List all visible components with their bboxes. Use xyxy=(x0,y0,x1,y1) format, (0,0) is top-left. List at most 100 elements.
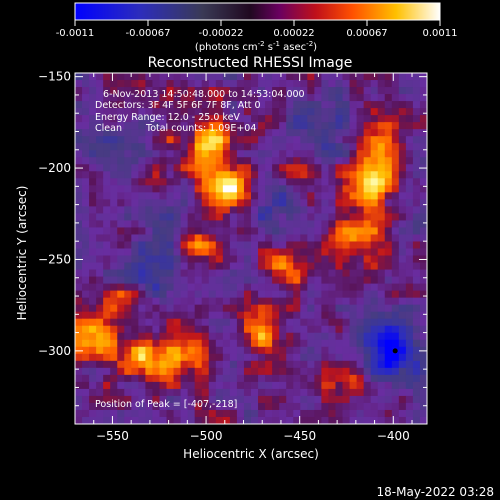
heatmap-cell xyxy=(321,234,329,242)
heatmap-cell xyxy=(159,402,167,411)
heatmap-cell xyxy=(328,185,336,193)
heatmap-cell xyxy=(75,269,83,277)
heatmap-cell xyxy=(110,171,118,179)
heatmap-cell xyxy=(110,164,118,172)
heatmap-cell xyxy=(229,143,238,151)
heatmap-cell xyxy=(321,388,329,397)
heatmap-cell xyxy=(96,416,104,424)
heatmap-cell xyxy=(419,402,427,411)
heatmap-cell xyxy=(243,311,252,320)
heatmap-cell xyxy=(208,115,217,123)
heatmap-cell xyxy=(222,332,231,341)
heatmap-cell xyxy=(173,206,181,214)
heatmap-cell xyxy=(286,108,294,116)
heatmap-cell xyxy=(419,395,427,404)
heatmap-cell xyxy=(194,101,203,109)
heatmap-cell xyxy=(272,185,280,193)
heatmap-cell xyxy=(314,241,322,249)
heatmap-cell xyxy=(110,101,118,109)
heatmap-cell xyxy=(159,206,167,214)
heatmap-cell xyxy=(173,87,181,95)
heatmap-cell xyxy=(342,262,350,270)
heatmap-cell xyxy=(307,115,315,123)
heatmap-cell xyxy=(145,374,153,383)
heatmap-cell xyxy=(307,241,315,249)
heatmap-cell xyxy=(103,332,111,341)
heatmap-cell xyxy=(145,360,153,369)
heatmap-cell xyxy=(321,101,329,109)
heatmap-cell xyxy=(300,290,308,299)
heatmap-cell xyxy=(328,164,336,172)
heatmap-cell xyxy=(229,374,238,383)
heatmap-cell xyxy=(159,325,167,334)
heatmap-cell xyxy=(159,192,167,200)
heatmap-cell xyxy=(152,409,160,418)
heatmap-cell xyxy=(265,262,273,270)
heatmap-cell xyxy=(215,80,224,88)
heatmap-cell xyxy=(419,381,427,390)
heatmap-cell xyxy=(335,395,343,404)
heatmap-cell xyxy=(405,353,414,362)
heatmap-cell xyxy=(300,143,308,151)
heatmap-cell xyxy=(215,73,224,81)
heatmap-cell xyxy=(222,101,231,109)
heatmap-cell xyxy=(342,248,350,256)
heatmap-cell xyxy=(314,185,322,193)
heatmap-cell xyxy=(251,73,259,81)
heatmap-cell xyxy=(286,283,294,292)
heatmap-cell xyxy=(96,318,104,327)
heatmap-cell xyxy=(75,311,83,320)
heatmap-cell xyxy=(349,192,357,200)
heatmap-cell xyxy=(103,388,111,397)
heatmap-cell xyxy=(75,101,83,109)
heatmap-cell xyxy=(328,276,336,284)
heatmap-cell xyxy=(152,262,160,270)
heatmap-cell xyxy=(215,262,224,270)
heatmap-cell xyxy=(300,339,308,348)
heatmap-cell xyxy=(293,402,301,411)
heatmap-cell xyxy=(96,311,104,320)
heatmap-cell xyxy=(222,276,231,284)
heatmap-cell xyxy=(412,374,421,383)
heatmap-cell xyxy=(96,290,104,299)
heatmap-cell xyxy=(201,206,210,214)
heatmap-cell xyxy=(314,269,322,277)
heatmap-cell xyxy=(419,283,427,292)
heatmap-cell xyxy=(89,353,97,362)
heatmap-cell xyxy=(173,297,181,306)
heatmap-cell xyxy=(391,276,400,284)
heatmap-cell xyxy=(251,374,259,383)
heatmap-cell xyxy=(356,402,365,411)
heatmap-cell xyxy=(145,402,153,411)
heatmap-cell xyxy=(293,248,301,256)
heatmap-cell xyxy=(194,108,203,116)
heatmap-cell xyxy=(279,157,287,165)
heatmap-cell xyxy=(117,276,125,284)
heatmap-cell xyxy=(215,248,224,256)
heatmap-cell xyxy=(110,304,118,313)
heatmap-cell xyxy=(412,325,421,334)
heatmap-cell xyxy=(82,192,90,200)
heatmap-cell xyxy=(103,241,111,249)
heatmap-cell xyxy=(398,234,407,242)
heatmap-cell xyxy=(419,318,427,327)
heatmap-cell xyxy=(159,122,167,130)
heatmap-cell xyxy=(96,227,104,235)
heatmap-cell xyxy=(229,395,238,404)
heatmap-cell xyxy=(236,332,245,341)
heatmap-cell xyxy=(391,304,400,313)
heatmap-cell xyxy=(180,115,189,123)
axis-ticks xyxy=(74,73,427,425)
heatmap-cell xyxy=(307,304,315,313)
heatmap-cell xyxy=(96,73,104,81)
heatmap-cell xyxy=(370,164,379,172)
heatmap-cell xyxy=(201,339,210,348)
heatmap-cell xyxy=(180,353,189,362)
heatmap-cell xyxy=(173,416,181,424)
heatmap-cell xyxy=(251,227,259,235)
heatmap-cell xyxy=(370,339,379,348)
heatmap-cell xyxy=(166,409,174,418)
heatmap-cell xyxy=(222,360,231,369)
heatmap-cell xyxy=(342,101,350,109)
heatmap-cell xyxy=(82,122,90,130)
